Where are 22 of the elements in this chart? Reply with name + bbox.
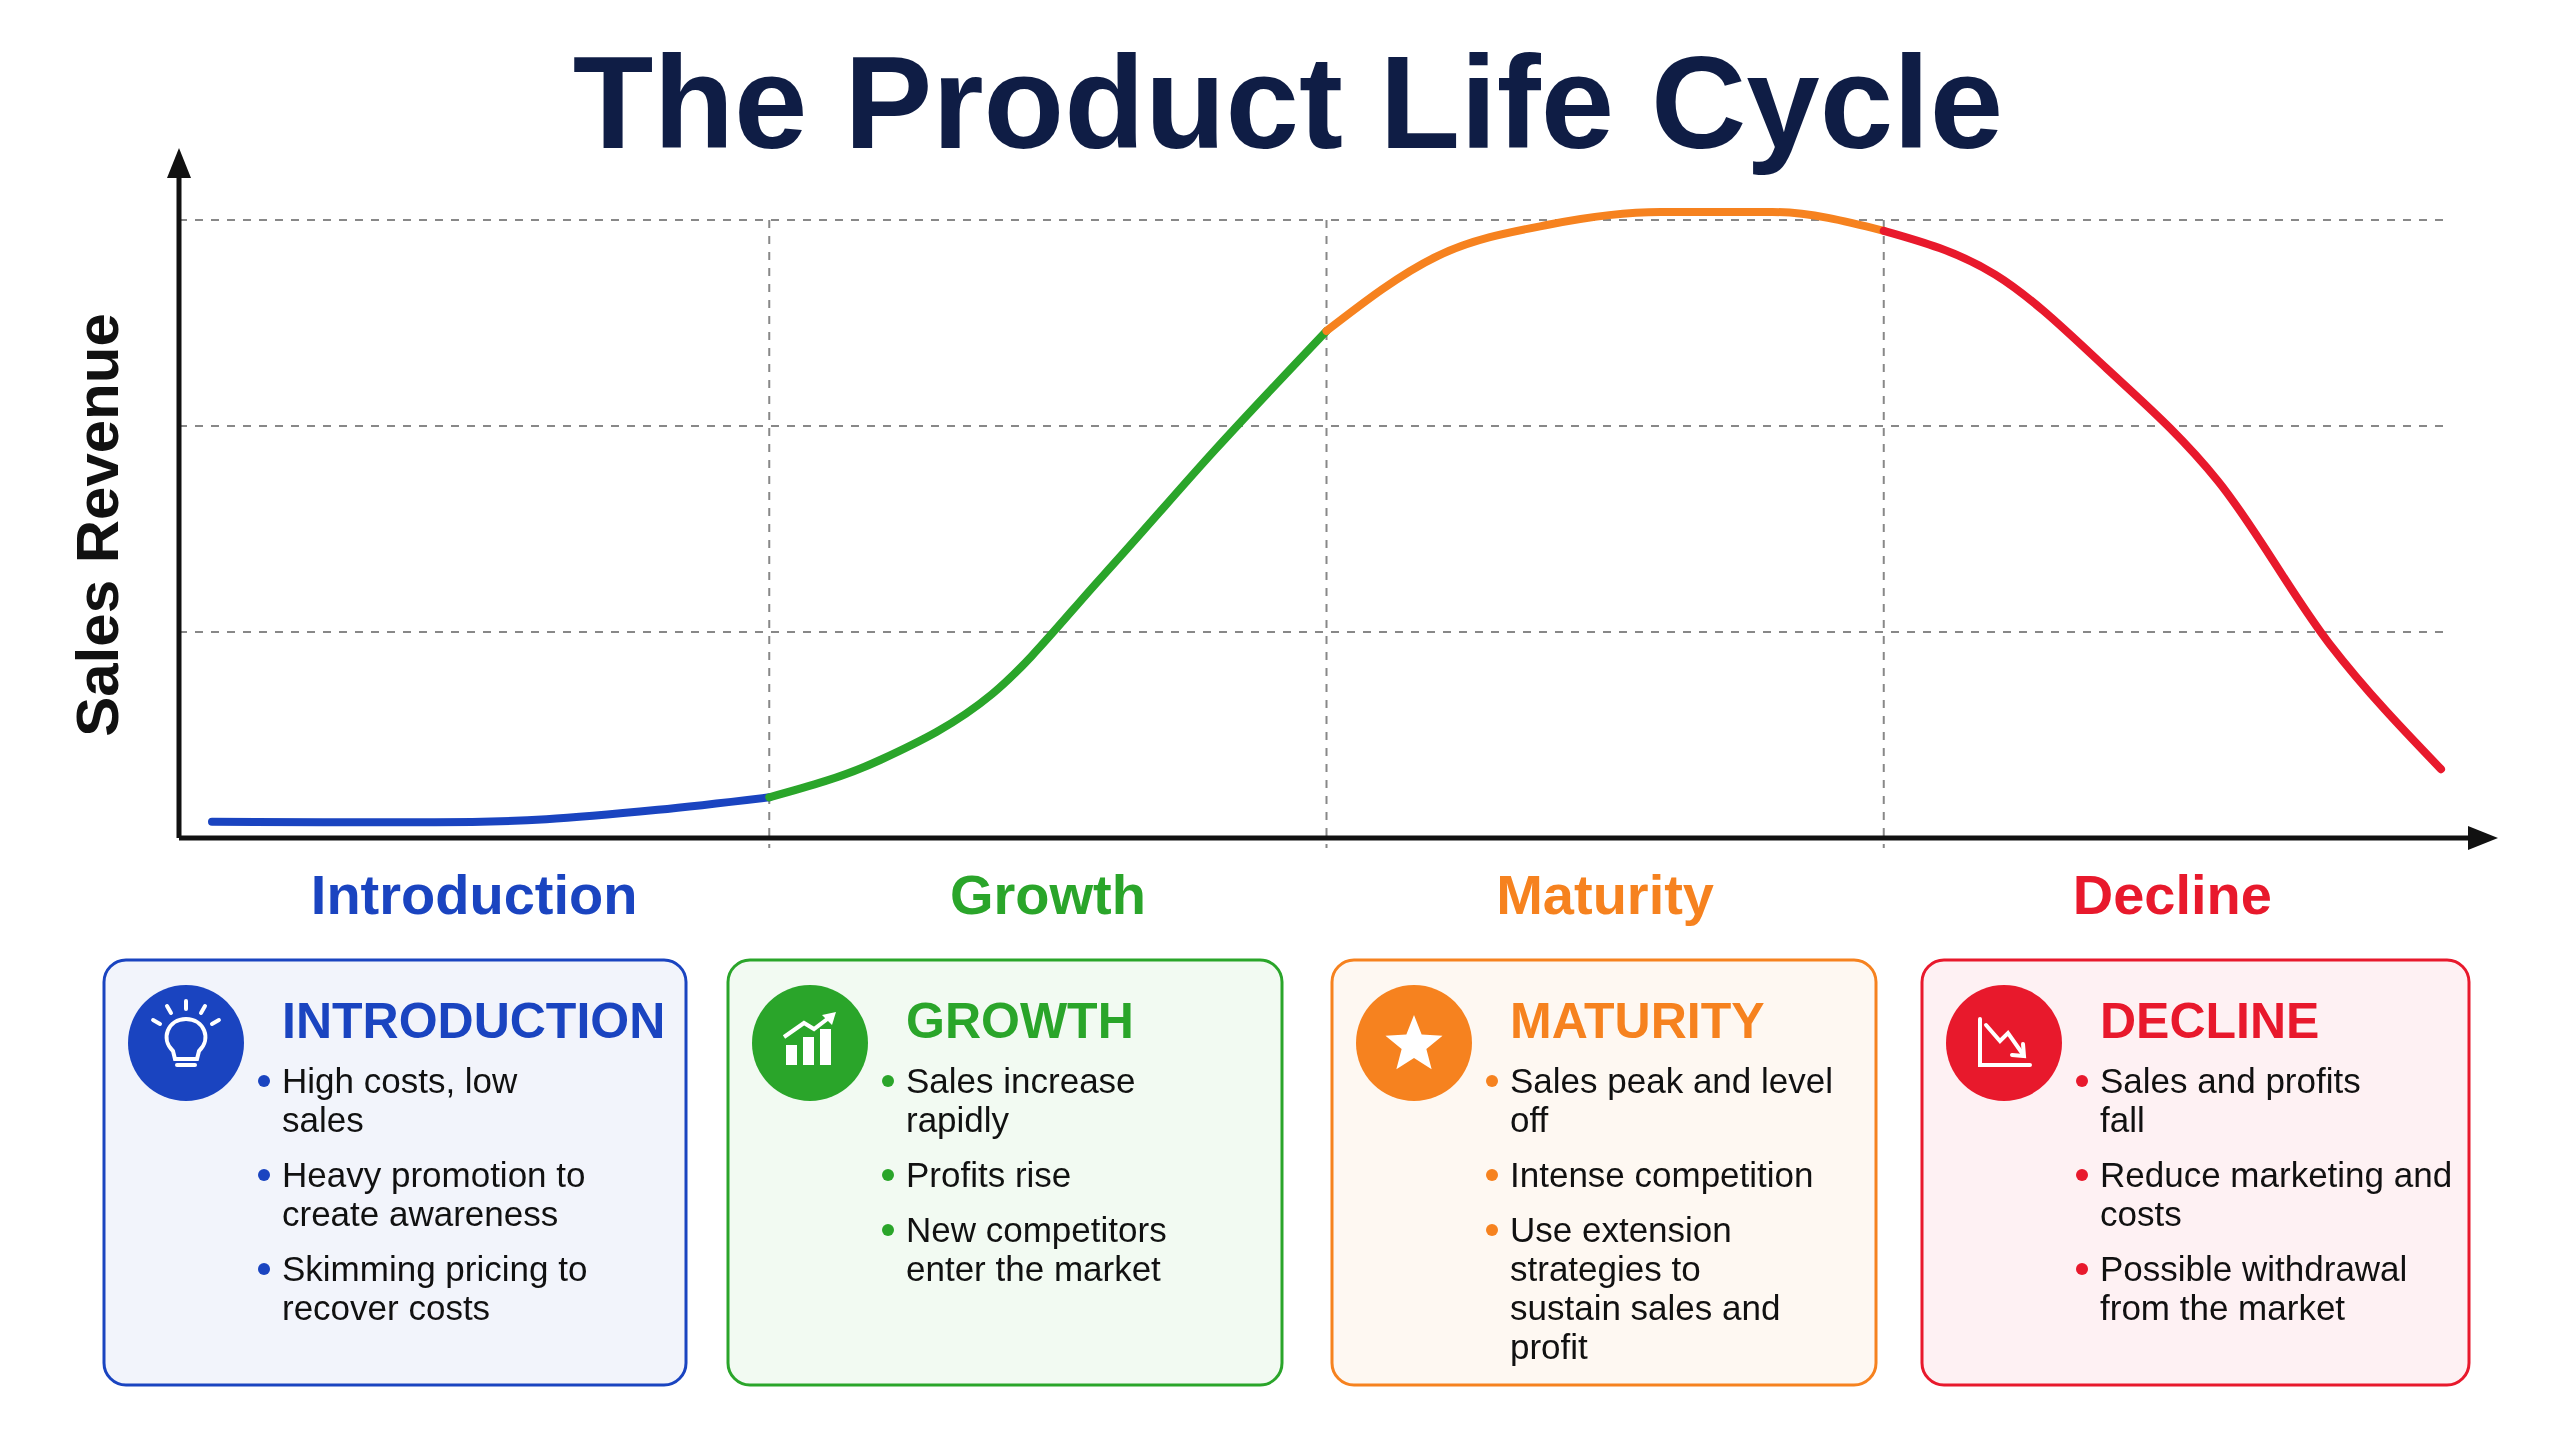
text: Intense competition [1510,1155,1814,1194]
text: Sales and profits fall [2100,1061,2361,1139]
text: Sales peak and level off [1510,1061,1833,1139]
text: Decline [2072,863,2272,926]
text: Reduce marketing and costs [2100,1155,2453,1233]
text: DECLINE [2100,993,2320,1049]
text: High costs, low sales [282,1061,519,1139]
text: New competitors enter the market [906,1210,1167,1288]
y-axis-title: Sales Revenue [64,313,131,737]
text: Maturity [1496,863,1715,926]
text: Sales increase rapidly [906,1061,1136,1139]
text: Use extension strategies to sustain sales and profit [1510,1210,1781,1366]
text: Possible withdrawal from the market [2100,1249,2408,1327]
text: GROWTH [906,993,1134,1049]
text: Heavy promotion to create awareness [282,1155,586,1233]
chart-title: The Product Life Cycle [572,29,2004,176]
text: Skimming pricing to recover costs [282,1249,588,1327]
text: Growth [949,863,1146,926]
text: INTRODUCTION [282,993,666,1049]
series-label: Introduction [310,863,638,926]
text: Profits rise [906,1155,1072,1194]
text: MATURITY [1510,993,1765,1049]
